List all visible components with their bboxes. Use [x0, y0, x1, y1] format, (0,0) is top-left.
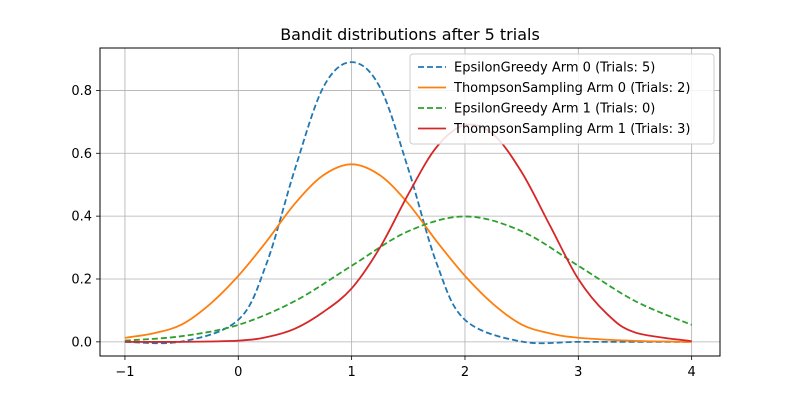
- x-tick-label: 2: [461, 365, 469, 380]
- x-tick-label: 0: [234, 365, 242, 380]
- axis-ticks: −1 0 1 2 3 4 0.0 0.2 0.4 0.6 0.8: [71, 84, 695, 380]
- legend-box: [409, 53, 715, 145]
- legend: EpsilonGreedy Arm 0 (Trials: 5) ThompsonS…: [409, 53, 715, 145]
- y-tick-label: 0.6: [71, 147, 92, 162]
- legend-label: EpsilonGreedy Arm 1 (Trials: 0): [454, 102, 655, 117]
- chart-title: Bandit distributions after 5 trials: [280, 25, 540, 44]
- legend-label: ThompsonSampling Arm 0 (Trials: 2): [453, 81, 690, 96]
- x-tick-label: −1: [115, 365, 134, 380]
- y-tick-label: 0.8: [71, 84, 92, 99]
- series-line-1: [124, 163, 692, 343]
- y-tick-label: 0.4: [71, 210, 92, 225]
- x-tick-label: 4: [688, 365, 696, 380]
- y-tick-label: 0.0: [71, 335, 92, 350]
- series-layer: [124, 61, 693, 345]
- series-line-2: [124, 215, 693, 342]
- y-tick-label: 0.2: [71, 273, 92, 288]
- series-line-0: [124, 61, 692, 345]
- x-tick-label: 1: [347, 365, 355, 380]
- legend-label: ThompsonSampling Arm 1 (Trials: 3): [453, 122, 690, 137]
- x-tick-label: 3: [574, 365, 582, 380]
- legend-label: EpsilonGreedy Arm 0 (Trials: 5): [454, 61, 655, 76]
- series-line-3: [124, 123, 692, 343]
- plot-frame: [99, 47, 721, 357]
